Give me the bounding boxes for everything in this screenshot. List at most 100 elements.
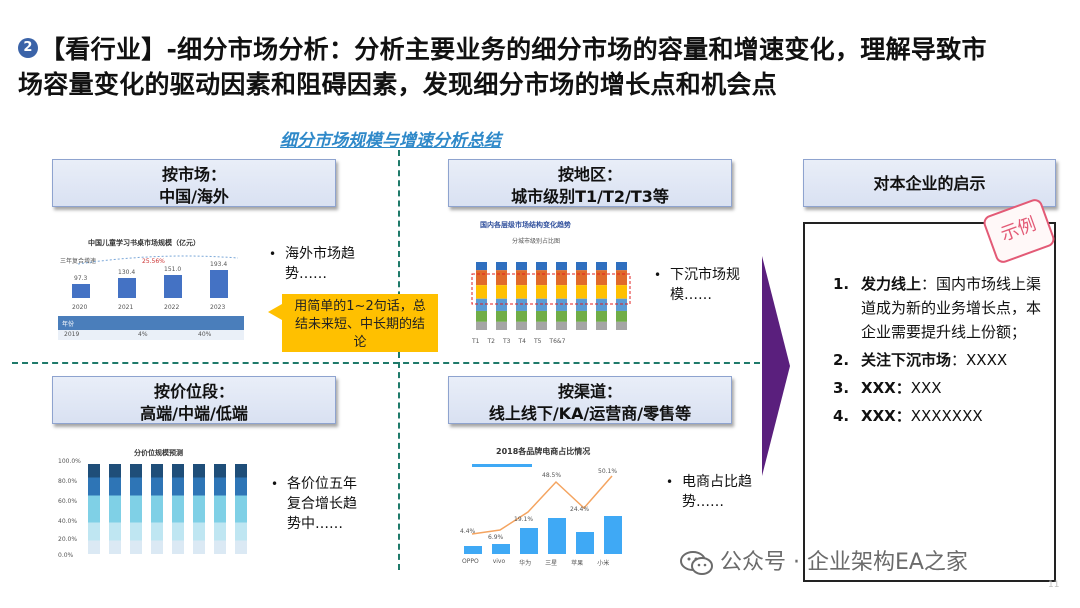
region-bar-segment (476, 270, 487, 286)
insight-num: 1. (833, 275, 850, 293)
price-bar-segment (109, 540, 121, 554)
region-bar-segment (476, 298, 487, 311)
chart1-row-head: 年份 (62, 321, 75, 328)
brand-xiaomi: 小米 (597, 560, 610, 567)
price-bar-segment (235, 522, 247, 541)
brand-samsung: 三星 (545, 560, 558, 567)
chart4-label-apple: 24.4% (570, 506, 590, 513)
region-header-line1: 按地区： (557, 165, 622, 184)
channel-note-line2: 势…… (682, 494, 724, 510)
region-bar-segment (576, 262, 587, 271)
brand-huawei: 华为 (519, 560, 532, 567)
legend-t67: T6&7 (549, 338, 566, 345)
market-header: 按市场： 中国/海外 (52, 159, 336, 207)
title-text-1: 【看行业】-细分市场分析：分析主要业务的细分市场的容量和增速变化，理解导致市 (40, 35, 987, 64)
bullet-dot: • (654, 268, 662, 282)
legend-t5: T5 (533, 338, 542, 345)
chart1-trend-line (77, 255, 239, 265)
price-header-line1: 按价位段： (153, 382, 234, 401)
region-header: 按地区： 城市级别T1/T2/T3等 (448, 159, 732, 207)
region-highlight-box (471, 273, 631, 305)
region-bar-segment (516, 262, 527, 271)
price-bar-segment (151, 464, 163, 478)
region-bar-segment (516, 321, 527, 330)
title-line-1: 2 【看行业】-细分市场分析：分析主要业务的细分市场的容量和增速变化，理解导致市 (18, 32, 1068, 67)
price-bar-segment (109, 464, 121, 478)
region-bar-segment (536, 270, 547, 286)
insights-panel (803, 222, 1056, 582)
region-bar-segment (596, 321, 607, 330)
legend-t1: T1 (472, 338, 480, 345)
chart1-val-2021: 130.4 (118, 269, 136, 276)
region-bar-segment (496, 270, 507, 286)
market-header-line1: 按市场： (161, 165, 226, 184)
region-bar-segment (596, 262, 607, 271)
region-bar-segment (596, 285, 607, 299)
price-bar-segment (109, 477, 121, 496)
brand-oppo: OPPO (462, 558, 479, 565)
price-header-line2: 高端/中端/低端 (140, 404, 248, 423)
watermark: 公众号 · 企业架构EA之家 (680, 544, 968, 576)
region-bar-segment (476, 262, 487, 271)
region-bar-segment (516, 298, 527, 311)
channel-note: • 电商占比趋 势…… (666, 472, 752, 512)
price-bar-segment (214, 477, 226, 496)
region-bar-segment (596, 298, 607, 311)
chart3-title: 分价位规模预测 (134, 449, 183, 457)
chart1-bar-2020 (72, 284, 90, 298)
section-subtitle: 细分市场规模与增速分析总结 (280, 131, 501, 151)
chart1-table-band (58, 316, 244, 330)
region-bar-segment (616, 262, 627, 271)
page-number-mark: 11 (1048, 580, 1060, 590)
region-bar-segment (556, 270, 567, 286)
region-bar-segment (556, 298, 567, 311)
insights-header: 对本企业的启示 (803, 159, 1056, 207)
region-bar-segment (596, 310, 607, 322)
chart2-legend: T1 T2 T3 T4 T5 T6&7 (472, 338, 565, 345)
price-note-line1: 各价位五年 (287, 476, 357, 492)
channel-header: 按渠道： 线上线下/KA/运营商/零售等 (448, 376, 732, 424)
price-bar-segment (109, 495, 121, 523)
price-bar-segment (151, 540, 163, 554)
insight-body: 发力线上：国内市场线上渠道成为新的业务增长点，本企业需要提升线上份额； (861, 272, 1043, 344)
wechat-icon (680, 551, 713, 575)
chart2-title: 国内各层级市场结构变化趋势 (480, 221, 571, 229)
title-line-2: 场容量变化的驱动因素和阻碍因素，发现细分市场的增长点和机会点 (18, 70, 778, 99)
chart3-tick-80: 80.0% (58, 478, 78, 485)
chart1-year-2020: 2020 (72, 304, 88, 311)
price-bar-segment (151, 522, 163, 541)
chart3-tick-20: 20.0% (58, 536, 78, 543)
region-bar-segment (536, 262, 547, 271)
region-bar-segment (476, 321, 487, 330)
region-bar-segment (516, 310, 527, 322)
ecom-bar (604, 516, 622, 554)
price-bar-segment (193, 464, 205, 478)
chart4-title: 2018各品牌电商占比情况 (496, 447, 591, 456)
price-note-line2: 复合增长趋 (287, 496, 357, 512)
region-note: • 下沉市场规 模…… (654, 265, 740, 305)
price-bar-segment (235, 540, 247, 554)
chart1-year-2022: 2022 (164, 304, 180, 311)
chart4-label-xiaomi: 50.1% (598, 468, 618, 475)
price-bar-segment (88, 477, 100, 496)
chart1-cagr-label: 三年复合增速 (60, 258, 97, 265)
insight-bold: XXX： (861, 407, 911, 425)
summary-callout: 用简单的1~2句话，总结未来短、中长期的结论 (268, 294, 438, 352)
region-bar-segment (556, 285, 567, 299)
chart1-cagr: 25.56% (142, 258, 165, 265)
price-bar-segment (88, 540, 100, 554)
price-header: 按价位段： 高端/中端/低端 (52, 376, 336, 424)
price-bar-segment (193, 522, 205, 541)
chart1-bar-2021 (118, 278, 136, 298)
region-bar-segment (496, 298, 507, 311)
conclusion-arrow (762, 256, 790, 476)
insight-body: XXX：XXXXXXX (861, 404, 983, 428)
price-bar-segment (193, 540, 205, 554)
region-bar-segment (536, 285, 547, 299)
price-bar-segment (214, 522, 226, 541)
insight-num: 3. (833, 379, 850, 397)
brand-apple: 苹果 (571, 560, 584, 567)
insight-item-2: 2. 关注下沉市场：XXXX (833, 348, 1043, 372)
price-bar-segment (214, 464, 226, 478)
region-bar-segment (576, 321, 587, 330)
